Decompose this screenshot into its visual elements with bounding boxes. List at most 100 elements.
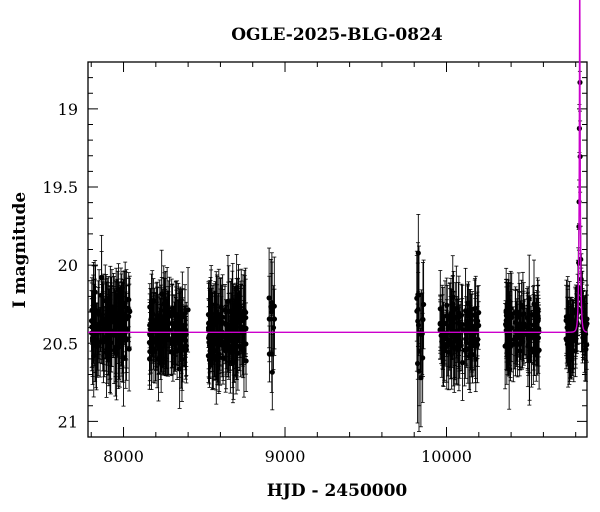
data-point	[179, 328, 185, 335]
data-point	[536, 347, 542, 353]
y-tick-label: 19	[58, 100, 78, 119]
data-point	[172, 331, 179, 338]
data-point	[526, 295, 532, 302]
data-point	[229, 337, 235, 344]
data-point	[112, 346, 118, 353]
data-point	[459, 359, 466, 366]
data-point	[120, 321, 127, 327]
y-tick-label: 20	[58, 256, 78, 275]
data-point	[146, 339, 153, 346]
data-point	[269, 369, 275, 375]
data-point	[503, 321, 509, 327]
data-point	[514, 335, 520, 341]
data-point	[437, 320, 443, 326]
data-point	[234, 338, 241, 344]
data-point	[98, 274, 105, 280]
data-point	[421, 301, 427, 308]
data-point	[116, 310, 122, 316]
data-point	[94, 337, 100, 343]
data-point	[438, 332, 444, 339]
data-point	[222, 332, 228, 339]
data-point	[456, 310, 462, 316]
data-point	[503, 309, 509, 315]
y-axis-label: I magnitude	[10, 192, 30, 309]
data-point	[242, 314, 248, 320]
data-point	[166, 312, 173, 319]
data-point	[530, 311, 536, 318]
data-point	[521, 321, 527, 327]
data-point	[415, 291, 421, 298]
data-point	[177, 366, 183, 372]
data-point	[463, 336, 469, 342]
data-point	[584, 342, 590, 348]
x-tick-label: 9000	[265, 447, 306, 466]
data-point	[218, 304, 224, 310]
y-tick-label: 19.5	[42, 178, 78, 197]
data-point	[238, 325, 244, 331]
chart-title: OGLE-2025-BLG-0824	[231, 25, 443, 45]
data-point	[176, 317, 183, 323]
model-curve	[88, 0, 588, 334]
data-point	[475, 336, 481, 342]
data-point	[516, 323, 523, 329]
data-point	[163, 333, 169, 339]
data-point	[115, 294, 121, 300]
data-point	[168, 338, 174, 344]
data-point	[266, 316, 272, 322]
data-point	[506, 298, 512, 304]
data-point	[210, 325, 216, 332]
data-point	[563, 317, 569, 324]
data-point	[453, 305, 459, 312]
data-point	[109, 315, 115, 321]
data-point	[414, 308, 420, 314]
data-point	[126, 346, 132, 352]
data-point	[269, 351, 275, 357]
data-points	[88, 61, 590, 432]
data-point	[211, 319, 217, 325]
x-axis-label: HJD - 2450000	[267, 481, 408, 501]
data-point	[473, 356, 479, 362]
data-point	[185, 307, 191, 313]
data-point	[92, 323, 98, 329]
data-point	[102, 316, 109, 322]
data-point	[226, 333, 232, 339]
data-point	[179, 312, 186, 318]
data-point	[235, 291, 242, 298]
data-point	[149, 311, 155, 317]
data-point	[223, 348, 229, 354]
x-tick-label: 10000	[421, 447, 472, 466]
data-point	[469, 340, 475, 346]
data-point	[206, 320, 212, 326]
data-point	[465, 300, 472, 306]
y-tick-label: 21	[58, 412, 78, 431]
data-point	[216, 338, 223, 345]
data-point	[452, 315, 458, 321]
data-point	[441, 345, 447, 352]
data-point	[114, 316, 120, 322]
data-point	[209, 332, 215, 338]
data-point	[213, 356, 219, 363]
data-point	[465, 346, 471, 352]
data-point	[570, 338, 576, 345]
x-tick-label: 8000	[103, 447, 144, 466]
data-point	[418, 375, 424, 381]
data-point	[519, 335, 525, 341]
data-point	[152, 348, 158, 354]
data-point	[243, 309, 249, 316]
data-point	[89, 318, 95, 325]
data-point	[579, 298, 585, 305]
data-point	[462, 308, 469, 314]
data-point	[476, 322, 482, 329]
data-point	[225, 298, 231, 304]
data-point	[106, 337, 112, 343]
y-axis: 19 19.5 20 20.5 21	[42, 77, 587, 431]
data-point	[111, 332, 117, 338]
data-point	[176, 322, 182, 329]
y-tick-label: 20.5	[42, 334, 78, 353]
data-point	[271, 303, 277, 309]
data-point	[230, 318, 236, 324]
data-point	[457, 338, 463, 345]
x-axis: 8000 9000 10000	[90, 62, 577, 466]
data-point	[473, 314, 479, 320]
